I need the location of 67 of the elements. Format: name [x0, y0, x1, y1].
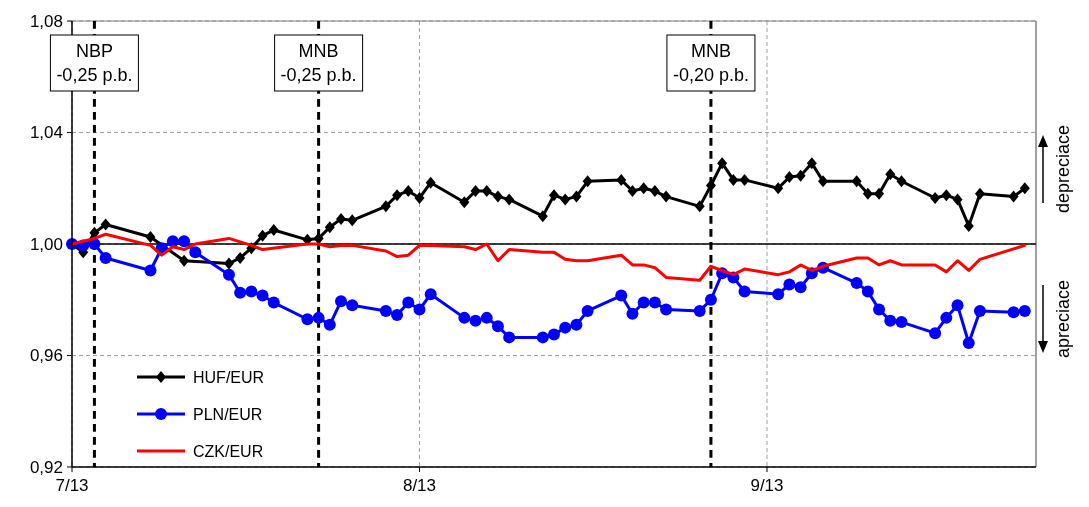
point	[179, 254, 190, 267]
point	[896, 175, 907, 188]
point	[223, 257, 234, 270]
text: apreciace	[1053, 279, 1074, 359]
point	[616, 173, 627, 186]
point	[795, 169, 806, 182]
point	[930, 192, 941, 205]
y-tick-label: 1,00	[29, 234, 63, 254]
point	[874, 187, 885, 200]
ref-line-label: MNB -0,25 p.b.	[280, 41, 357, 85]
point	[862, 187, 873, 200]
x-tick-label: 8/13	[402, 476, 437, 495]
point	[459, 196, 470, 209]
point	[773, 182, 784, 195]
point	[481, 185, 492, 198]
y-tick-label: 0,92	[29, 457, 63, 477]
point	[627, 185, 638, 198]
point	[100, 218, 111, 231]
point	[425, 176, 436, 189]
point	[941, 189, 952, 202]
point	[403, 185, 414, 198]
y-tick-label: 1,04	[29, 123, 63, 143]
point	[504, 193, 515, 206]
point	[560, 193, 571, 206]
point	[649, 185, 660, 198]
text: depreciace	[1053, 124, 1074, 214]
point	[89, 226, 100, 239]
point	[728, 173, 739, 186]
point	[963, 219, 974, 232]
point	[885, 168, 896, 181]
point	[1019, 182, 1030, 195]
point	[549, 189, 559, 202]
point	[492, 190, 503, 203]
ref-line-label: NBP -0,25 p.b.	[56, 41, 133, 85]
point	[1008, 190, 1019, 203]
point	[582, 175, 593, 188]
point	[739, 173, 750, 186]
point	[806, 157, 817, 170]
point	[974, 187, 985, 200]
point	[851, 175, 862, 188]
point	[257, 229, 268, 242]
point	[145, 231, 156, 244]
point	[347, 214, 358, 227]
point	[235, 251, 246, 264]
x-tick-label: 9/13	[750, 476, 784, 495]
point	[380, 200, 391, 213]
point	[638, 182, 649, 195]
point	[537, 210, 548, 223]
point	[414, 192, 425, 205]
x-tick-label: 7/13	[55, 476, 89, 495]
legend-label: HUF/EUR	[193, 368, 265, 386]
legend-label: CZK/EUR	[193, 442, 264, 460]
point	[470, 185, 481, 198]
point	[818, 175, 829, 188]
point	[784, 171, 795, 184]
ref-line-label: MNB -0,20 p.b.	[672, 41, 749, 85]
point	[661, 190, 672, 203]
y-tick-label: 1,08	[29, 11, 63, 31]
legend-label: PLN/EUR	[193, 405, 263, 423]
y-tick-label: 0,96	[29, 346, 63, 366]
point	[571, 190, 582, 203]
point	[717, 157, 728, 170]
point	[268, 224, 279, 237]
point	[392, 189, 403, 202]
point	[694, 200, 705, 213]
point	[952, 193, 963, 206]
point	[324, 221, 335, 234]
